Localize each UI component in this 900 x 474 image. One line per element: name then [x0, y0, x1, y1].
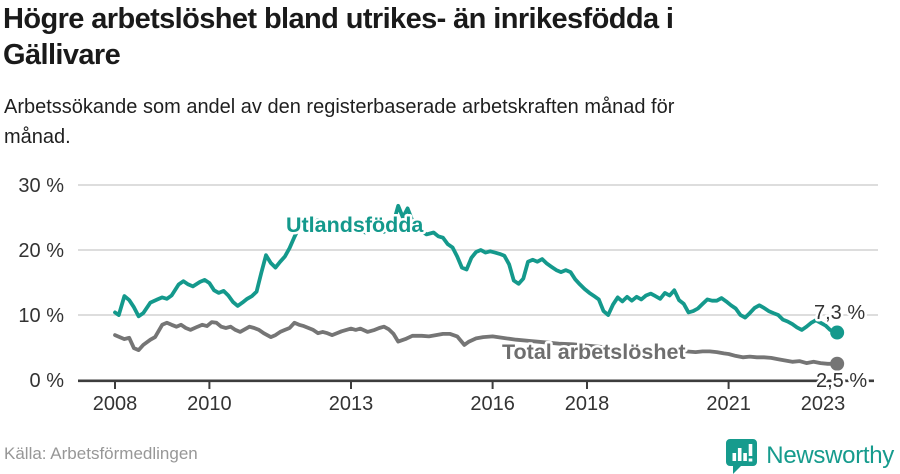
x-tick-label-2018: 2018: [565, 393, 610, 415]
end-dot-total: [830, 356, 845, 371]
source-note: Källa: Arbetsförmedlingen: [4, 444, 198, 463]
subtitle-line-2: månad.: [4, 126, 71, 148]
brand-name: Newsworthy: [766, 442, 894, 469]
x-tick-label-2013: 2013: [329, 393, 374, 415]
title-line-2: Gällivare: [3, 39, 121, 71]
subtitle-line-1: Arbetssökande som andel av den registerb…: [4, 96, 675, 118]
y-tick-label-0: 0 %: [30, 370, 65, 392]
y-tick-label-10: 10 %: [18, 305, 64, 327]
end-value-label-utlandsfodda: 7,3 %: [814, 302, 865, 324]
newsworthy-barchart-pin-icon: [726, 439, 758, 474]
series-line-total: [113, 320, 840, 366]
x-tick-label-2021: 2021: [706, 393, 751, 415]
series-label-utlandsfodda: Utlandsfödda: [286, 213, 424, 237]
page-title: Högre arbetslöshet bland utrikes- än inr…: [3, 1, 897, 73]
x-tick-label-2016: 2016: [470, 393, 515, 415]
brand-logo: Newsworthy: [725, 438, 894, 474]
y-tick-label-20: 20 %: [18, 240, 64, 262]
series-line-utlandsfodda: [113, 203, 840, 335]
x-tick-label-2010: 2010: [187, 393, 232, 415]
x-tick-label-2008: 2008: [93, 393, 138, 415]
title-line-1: Högre arbetslöshet bland utrikes- än inr…: [3, 3, 674, 35]
end-dot-utlandsfodda: [830, 325, 845, 340]
x-tick-label-2023: 2023: [801, 393, 846, 415]
series-label-total: Total arbetslöshet: [502, 340, 686, 364]
end-value-label-total: 2,5 %: [816, 370, 867, 392]
chart-subtitle: Arbetssökande som andel av den registerb…: [4, 92, 898, 152]
y-tick-label-30: 30 %: [18, 175, 64, 197]
